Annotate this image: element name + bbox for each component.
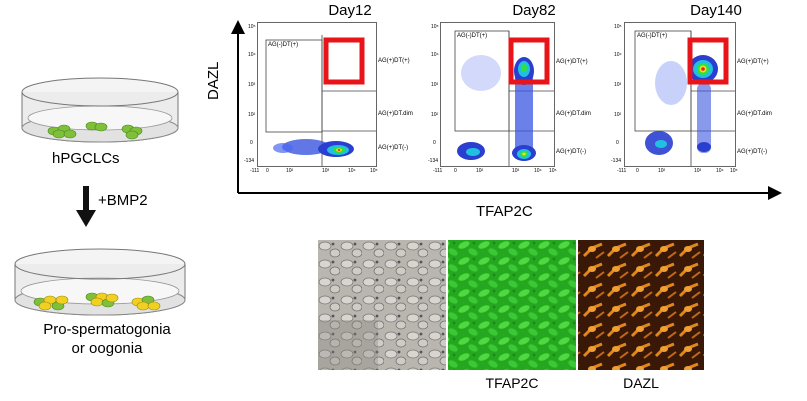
gate-upper-left-day12: AG(-)DT(+) — [268, 42, 299, 48]
gate-upper-right-day140: AG(+)DT(+) — [737, 59, 769, 65]
flow-plot-day140: AG(-)DT(+) AG(+)DT(+) AG(+)DT.dim AG(+)D… — [624, 22, 772, 167]
highlight-gate-day82 — [508, 37, 550, 85]
x-tick-d12-2: 10² — [286, 168, 294, 174]
y-tick-d140-2: 10² — [614, 112, 622, 118]
gate-low-right-day140: AG(+)DT(-) — [737, 149, 768, 155]
x-tick-d82-1: 0 — [454, 168, 457, 174]
y-tick-d140-3: 10³ — [614, 82, 622, 88]
y-tick-d82-4: 10⁴ — [431, 52, 439, 58]
dish-2-label: Pro-spermatogonia or oogonia — [22, 320, 192, 358]
flow-axes — [231, 20, 782, 200]
gate-upper-right-day82: AG(+)DT(+) — [556, 59, 588, 65]
panel-title-day12: Day12 — [328, 2, 372, 19]
flow-plot-day12: AG(-)DT(+) AG(+)DT(+) AG(+)DT.dim AG(+)D… — [257, 22, 413, 167]
x-tick-d12-0: -111 — [250, 168, 260, 174]
dazl-fluorescence-image — [578, 240, 704, 370]
y-tick-d12-3: 10³ — [248, 82, 256, 88]
dish-2-label-line-2: or oogonia — [71, 340, 143, 357]
dish-1-label: hPGCLCs — [52, 150, 120, 167]
y-tick-d140-0: -134 — [611, 158, 622, 164]
y-tick-d82-0: -134 — [428, 158, 439, 164]
panel-title-day82: Day82 — [512, 2, 556, 19]
dish-2-label-line-1: Pro-spermatogonia — [43, 321, 171, 338]
y-tick-d140-1: 0 — [616, 140, 619, 146]
x-tick-d12-3: 10³ — [322, 168, 330, 174]
y-tick-d12-1: 0 — [250, 140, 253, 146]
gate-low-right-day12: AG(+)DT(-) — [378, 145, 409, 151]
x-tick-d82-0: -111 — [433, 168, 443, 174]
y-tick-d82-2: 10² — [431, 112, 439, 118]
y-tick-d12-4: 10⁴ — [248, 52, 256, 58]
tfap2c-fluorescence-image — [448, 240, 576, 370]
x-tick-d82-5: 10⁵ — [549, 168, 557, 174]
gate-mid-right-day82: AG(+)DT.dim — [556, 111, 591, 117]
gate-upper-left-day82: AG(-)DT(+) — [457, 33, 488, 39]
flow-plot-day140-graphics — [634, 30, 735, 166]
cell-population-day140 — [645, 55, 718, 155]
y-tick-d12-0: -134 — [244, 158, 255, 164]
x-tick-d12-1: 0 — [266, 168, 269, 174]
y-tick-d82-5: 10⁵ — [431, 24, 439, 30]
y-tick-d140-4: 10⁴ — [614, 52, 622, 58]
x-tick-d12-4: 10⁴ — [348, 168, 356, 174]
x-tick-d140-4: 10⁴ — [716, 168, 724, 174]
gate-mid-right-day140: AG(+)DT.dim — [737, 111, 772, 117]
y-axis-label: DAZL — [205, 61, 222, 100]
flow-plot-day82-graphics — [454, 30, 554, 166]
left-diagram — [14, 77, 186, 316]
x-tick-d82-4: 10⁴ — [534, 168, 542, 174]
caption-dazl: DAZL — [623, 375, 659, 391]
y-tick-d140-5: 10⁵ — [614, 24, 622, 30]
highlight-gate-day140 — [687, 37, 729, 85]
green-cells-dish-1 — [47, 121, 143, 140]
y-tick-d12-2: 10² — [248, 112, 256, 118]
x-tick-d140-1: 0 — [636, 168, 639, 174]
down-arrow-icon — [76, 186, 96, 227]
x-tick-d140-5: 10⁵ — [730, 168, 738, 174]
gate-low-right-day82: AG(+)DT(-) — [556, 149, 587, 155]
x-tick-d140-2: 10² — [658, 168, 666, 174]
y-tick-d82-1: 0 — [433, 140, 436, 146]
x-tick-d12-5: 10⁵ — [370, 168, 378, 174]
gate-mid-right-day12: AG(+)DT.dim — [378, 111, 413, 117]
x-tick-d140-3: 10³ — [694, 168, 702, 174]
highlight-gate-day12 — [323, 37, 365, 85]
panel-title-day140: Day140 — [690, 2, 742, 19]
micrograph-strip — [318, 240, 704, 370]
gate-upper-right-day12: AG(+)DT(+) — [378, 58, 410, 64]
y-tick-d82-3: 10³ — [431, 82, 439, 88]
x-tick-d82-3: 10³ — [512, 168, 520, 174]
mixed-cells-dish-2 — [33, 292, 161, 311]
x-axis-label: TFAP2C — [476, 203, 533, 220]
petri-dish-1 — [21, 77, 179, 143]
gate-upper-left-day140: AG(-)DT(+) — [637, 33, 668, 39]
flow-plot-day82: AG(-)DT(+) AG(+)DT(+) AG(+)DT.dim AG(+)D… — [440, 22, 591, 167]
bmp2-label: +BMP2 — [98, 192, 148, 209]
caption-tfap2c: TFAP2C — [485, 375, 539, 391]
cell-population-day82 — [457, 55, 536, 161]
flow-plot-day12-graphics — [265, 35, 376, 166]
cell-population-day12 — [273, 139, 354, 157]
brightfield-image — [318, 240, 446, 370]
y-tick-d12-5: 10⁵ — [248, 24, 256, 30]
x-tick-d140-0: -111 — [617, 168, 627, 174]
x-tick-d82-2: 10² — [476, 168, 484, 174]
